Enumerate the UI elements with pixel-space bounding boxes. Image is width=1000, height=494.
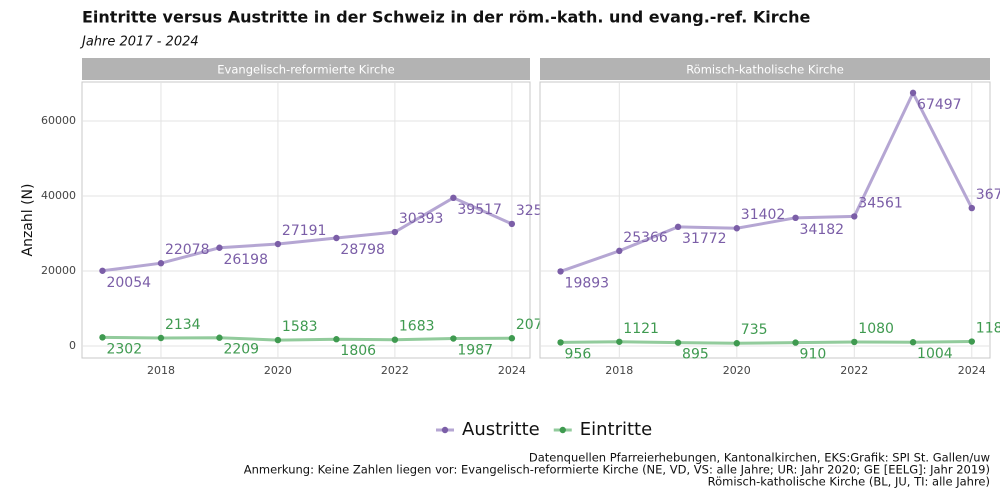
y-axis-label: Anzahl (N) [20,184,36,257]
data-point [391,336,399,343]
series-line [102,335,512,342]
data-point [733,340,741,347]
data-point [851,213,858,220]
data-label: 36782 [976,187,1000,203]
data-label: 26198 [223,252,268,268]
data-label: 2302 [106,341,142,357]
data-point [216,334,223,341]
data-point [450,194,457,202]
data-label: 67497 [917,97,962,113]
facet-title: Römisch-katholische Kirche [686,63,844,77]
x-tick-label: 2022 [381,364,409,377]
data-label: 31772 [682,231,727,247]
data-label: 1080 [858,321,894,337]
data-label: 39517 [457,202,502,218]
caption: Datenquellen Pfarreierhebungen, Kantonal… [529,451,990,465]
data-label: 1806 [340,343,376,359]
data-point [391,228,399,236]
data-point [968,204,975,212]
x-tick-label: 2020 [264,364,292,377]
data-label: 2209 [223,342,259,358]
x-tick-label: 2018 [147,364,175,377]
data-point [274,336,282,344]
data-label: 910 [800,347,827,363]
data-point [157,260,165,267]
caption: Römisch-katholische Kirche (BL, JU, TI: … [708,475,990,489]
data-point [557,339,564,346]
legend-marker [559,426,566,434]
data-point [557,268,564,275]
data-label: 20054 [106,275,151,291]
data-point [333,336,340,343]
x-tick-label: 2024 [958,364,986,377]
data-label: 1987 [457,343,493,359]
data-point [792,339,799,346]
data-point [274,240,282,248]
panel-background [539,81,991,359]
data-point [508,335,516,342]
data-point [909,339,917,346]
data-label: 30393 [399,211,444,227]
data-label: 34182 [800,222,845,238]
y-tick-label: 0 [69,339,76,352]
series-line [102,196,513,273]
x-tick-label: 2022 [840,364,868,377]
x-tick-label: 2020 [723,364,751,377]
data-label: 1583 [282,319,318,335]
data-point [733,225,741,232]
data-label: 956 [565,346,592,362]
data-label: 1121 [623,321,659,337]
series-line [560,89,974,273]
data-label: 19893 [565,275,610,291]
panel-background [81,81,531,359]
data-label: 28798 [340,242,385,258]
x-tick-label: 2024 [498,364,526,377]
data-label: 25366 [623,230,668,246]
data-label: 31402 [741,207,786,223]
data-point [508,220,516,228]
data-point [99,334,106,341]
y-tick-label: 40000 [41,189,76,202]
data-label: 895 [682,347,709,363]
facet-strip [540,58,990,80]
caption: Anmerkung: Keine Zahlen liegen vor: Evan… [244,463,990,477]
data-point [616,338,623,345]
data-point [450,335,457,342]
data-label: 1683 [399,319,435,335]
y-tick-label: 20000 [41,264,76,277]
x-tick-label: 2018 [605,364,633,377]
data-point [968,338,975,345]
data-point [333,234,340,242]
data-point [674,339,682,346]
chart-subtitle: Jahre 2017 - 2024 [79,35,199,50]
data-label: 2134 [165,317,201,333]
data-label: 27191 [282,223,327,239]
legend-label: Austritte [462,419,540,440]
data-label: 735 [741,322,768,338]
data-point [674,223,682,231]
data-label: 22078 [165,242,210,258]
chart-title: Eintritte versus Austritte in der Schwei… [82,8,811,27]
data-point [792,214,799,222]
data-point [909,89,917,97]
legend-marker [441,426,449,434]
facet-strip [82,58,530,80]
series-line [560,340,972,345]
data-label: 1004 [917,346,953,362]
data-point [216,244,223,251]
data-point [851,338,858,346]
data-point [157,334,165,342]
data-point [99,267,106,274]
facet-title: Evangelisch-reformierte Kirche [217,63,394,77]
legend-label: Eintritte [580,419,652,440]
data-label: 34561 [858,195,903,211]
data-label: 1189 [976,321,1000,337]
data-point [616,247,623,255]
y-tick-label: 60000 [41,114,76,127]
